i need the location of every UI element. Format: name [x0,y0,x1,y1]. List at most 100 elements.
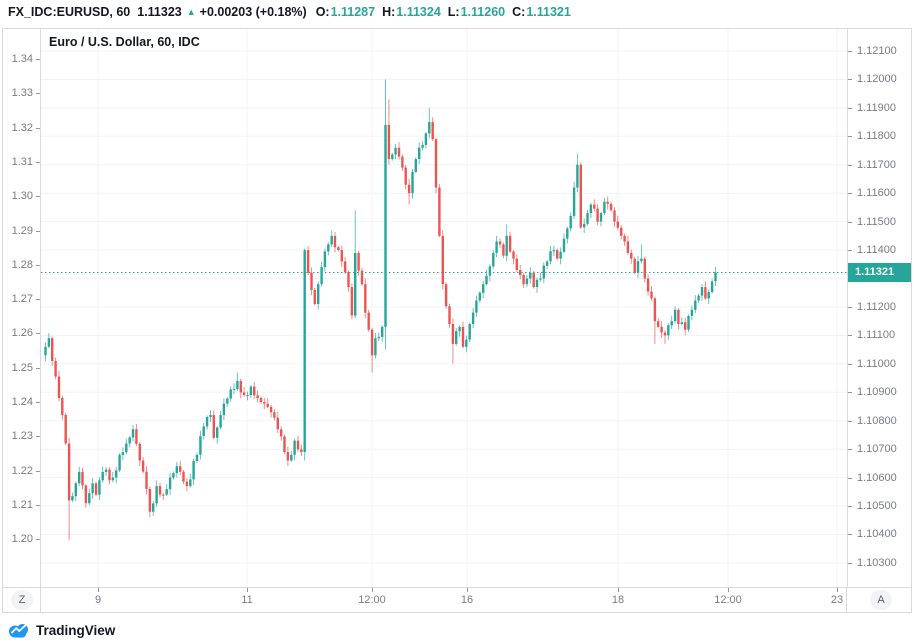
right-axis-tick [848,363,852,365]
left-axis-label: 1.32 [11,121,33,134]
right-axis-label: 1.11900 [857,101,896,114]
price-change: +0.00203 (+0.18%) [199,5,307,19]
high-value: 1.11324 [396,5,441,19]
right-axis-tick [848,420,852,422]
right-axis-tick [848,250,852,252]
open-label: O: [315,5,330,19]
right-axis-tick [848,477,852,479]
time-axis-label: 16 [460,594,474,606]
last-price-value: 1.11323 [137,5,182,19]
time-axis-label: 12:00 [358,594,386,606]
right-axis-tick [848,221,852,223]
time-axis-label: 9 [94,594,102,606]
left-axis-label: 1.21 [11,498,33,511]
timezone-button[interactable]: Z [11,590,33,610]
right-axis-tick [848,51,852,52]
left-axis-label: 1.34 [11,53,33,65]
right-axis-tick [848,164,852,166]
right-axis-label: 1.11200 [857,300,896,313]
right-axis-tick [848,392,852,394]
time-axis-tick [98,588,99,592]
left-axis-tick [36,161,40,163]
left-axis-tick [36,367,40,369]
right-axis-label: 1.10600 [857,471,897,484]
right-axis-label: 1.11500 [857,215,896,228]
right-axis-label: 1.10300 [857,556,897,569]
right-axis-tick [848,107,852,109]
left-axis-tick [36,230,40,232]
auto-scale-button[interactable]: A [870,590,892,610]
right-axis-label: 1.10800 [857,414,897,427]
time-axis-label: 12:00 [714,594,742,606]
close-label: C: [512,5,526,19]
time-axis[interactable]: 9 11 12:00 16 18 12:00 23 [3,587,911,613]
right-axis-tick [848,335,852,337]
right-axis-tick [848,562,852,564]
left-axis-label: 1.26 [11,327,33,340]
time-axis-label: 11 [241,594,253,606]
right-axis-label: 1.12100 [857,45,897,57]
chart-legend: FX_IDC:EURUSD, 60 1.11323 ▲ +0.00203 (+0… [8,3,578,21]
chart-widget: Euro / U.S. Dollar, 60, IDC 1.34 1.33 1.32… [2,28,912,613]
time-axis-label: 23 [830,594,844,606]
left-axis-tick [36,539,40,541]
time-axis-divider [846,588,847,613]
time-axis-tick [728,588,729,592]
left-axis-tick [36,299,40,301]
candlestick-plot-area[interactable] [41,29,847,587]
right-axis-tick [848,306,852,308]
time-axis-tick [467,588,468,592]
symbol-title[interactable]: FX_IDC:EURUSD, 60 [8,5,131,19]
time-axis-tick [837,588,838,592]
time-axis-divider [40,588,41,613]
time-axis-tick [372,588,373,592]
time-axis-tick [618,588,619,592]
left-axis-label: 1.27 [11,293,33,306]
left-axis-label: 1.25 [11,361,33,374]
left-axis-tick [36,264,40,266]
right-axis-label: 1.11400 [857,244,896,257]
tradingview-logo-text: TradingView [36,622,116,638]
left-axis-label: 1.24 [11,396,33,408]
right-axis-label: 1.11600 [857,187,896,200]
footer-logo[interactable]: TradingView [8,620,115,640]
right-axis-label: 1.10900 [857,386,897,399]
right-axis-label: 1.10500 [857,500,897,513]
right-axis-tick [848,79,852,81]
left-axis-label: 1.29 [11,224,33,237]
right-axis-label: 1.12000 [857,73,897,86]
time-axis-label: 18 [611,594,625,606]
left-axis-tick [36,93,40,95]
left-axis-label: 1.20 [11,533,33,546]
low-label: L: [447,5,460,19]
right-axis-label: 1.11700 [857,158,896,171]
last-price-badge: 1.11321 [848,263,911,282]
left-axis-label: 1.31 [11,155,33,168]
left-axis-tick [36,196,40,198]
left-axis-label: 1.33 [11,87,33,100]
left-axis-label: 1.23 [11,430,33,443]
left-axis-label: 1.28 [11,258,33,271]
right-axis-tick [848,506,852,508]
left-axis-tick [36,402,40,403]
time-axis-tick [247,588,248,592]
left-axis-tick [36,436,40,438]
right-axis-label: 1.10700 [857,443,897,456]
right-axis-label: 1.11000 [857,357,896,370]
high-label: H: [382,5,396,19]
right-axis-tick [848,136,852,138]
left-axis-tick [36,470,40,472]
right-price-axis[interactable]: 1.12100 1.12000 1.11900 1.11800 1.11700 1.116… [847,29,911,587]
right-axis-label: 1.11800 [857,130,896,143]
low-value: 1.11260 [460,5,506,19]
left-axis-tick [36,504,40,506]
right-axis-label: 1.10400 [857,528,897,541]
right-axis-tick [848,534,852,536]
close-value: 1.11321 [526,5,571,19]
chart-title: Euro / U.S. Dollar, 60, IDC [49,35,200,49]
left-axis-tick [36,59,40,60]
right-axis-label: 1.11100 [857,329,896,342]
left-price-axis[interactable]: 1.34 1.33 1.32 1.31 1.30 1.29 1.28 1.27 1.26 1.25… [3,29,41,587]
left-axis-label: 1.22 [11,464,33,477]
